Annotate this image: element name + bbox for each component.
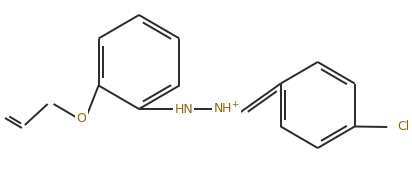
Text: Cl: Cl bbox=[397, 120, 410, 134]
Text: HN: HN bbox=[174, 102, 193, 116]
Text: O: O bbox=[77, 111, 87, 125]
Text: NH$^{+}$: NH$^{+}$ bbox=[213, 101, 240, 117]
